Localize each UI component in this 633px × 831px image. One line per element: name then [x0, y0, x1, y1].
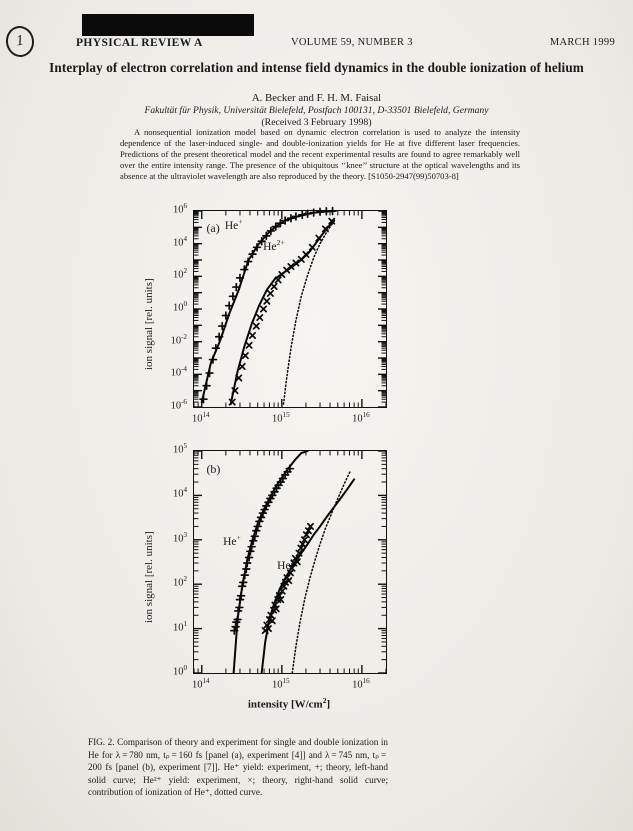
- panel-label-b: (b): [206, 462, 221, 477]
- x-tick-label: 1016: [352, 677, 370, 691]
- series-annotation: He+: [223, 532, 241, 548]
- plot-panel-b: 100 101 102 103 104 105 1014 1015 1016 ion signal…: [133, 442, 435, 726]
- y-axis-label: ion signal [rel. units]: [143, 278, 155, 370]
- panel-label-a: (a): [206, 220, 220, 235]
- y-tick-label: 100: [172, 300, 187, 314]
- plot-frame-b: [193, 450, 387, 674]
- series-he2-experiment: [228, 217, 336, 406]
- plot-frame-a: [193, 206, 387, 408]
- x-tick-label: 1015: [272, 411, 290, 425]
- y-tick-label: 106: [172, 202, 187, 216]
- x-tick-label: 1016: [352, 411, 370, 425]
- article-title: Interplay of electron correlation and in…: [49, 60, 584, 75]
- figure-caption: FIG. 2. Comparison of theory and experim…: [88, 736, 388, 799]
- y-tick-label: 10-2: [170, 332, 187, 347]
- y-axis-label: ion signal [rel. units]: [143, 531, 155, 623]
- series-he2-experiment: [261, 522, 314, 635]
- y-tick-label: 102: [172, 575, 187, 589]
- x-tick-label: 1014: [191, 677, 210, 691]
- issue-date: MARCH 1999: [549, 37, 615, 48]
- redaction-bar: [82, 14, 254, 36]
- figure-caption-text: Comparison of theory and experiment for …: [88, 737, 388, 798]
- y-tick-label: 10-6: [170, 398, 187, 412]
- journal-name: PHYSICAL REVIEW A: [76, 37, 203, 49]
- series-annotation: He2+: [263, 238, 285, 254]
- x-axis-label: intensity [W/cm2]: [247, 696, 331, 711]
- figure-2: 10-6 10-4 10-2 100 102 104 106 1014 1015 1016 ion …: [0, 196, 633, 726]
- series-he2-theory: [260, 478, 356, 674]
- series-he-experiment: [199, 206, 337, 404]
- x-tick-label: 1015: [272, 677, 290, 691]
- received-date: (Received 3 February 1998): [261, 117, 372, 128]
- series-annotation: He+: [224, 217, 243, 232]
- x-tick-label: 1014: [191, 411, 210, 425]
- series-he-sequential-contribution: [291, 469, 352, 674]
- y-tick-label: 104: [172, 486, 187, 500]
- y-tick-label: 100: [172, 664, 187, 678]
- y-tick-label: 104: [172, 234, 187, 249]
- y-tick-label: 101: [172, 619, 187, 634]
- article-authors: A. Becker and F. H. M. Faisal: [251, 92, 382, 104]
- series-annotation: He2+: [277, 556, 299, 572]
- volume-issue: VOLUME 59, NUMBER 3: [291, 37, 413, 48]
- abstract: A nonsequential ionization model based o…: [120, 127, 520, 182]
- y-tick-label: 105: [172, 442, 187, 456]
- y-tick-label: 103: [172, 530, 187, 545]
- figure-caption-label: FIG. 2.: [88, 737, 115, 747]
- abstract-text: A nonsequential ionization model based o…: [120, 127, 520, 182]
- series-he-experiment: [230, 464, 295, 635]
- series-he-sequential-contribution: [282, 220, 335, 405]
- y-tick-label: 10-4: [170, 365, 187, 379]
- author-affiliation: Fakultät für Physik, Universität Bielefe…: [144, 105, 489, 116]
- plot-panel-a: 10-6 10-4 10-2 100 102 104 106 1014 1015 1016 ion …: [133, 202, 435, 460]
- y-tick-label: 102: [172, 267, 187, 281]
- series-he2-theory: [229, 219, 336, 406]
